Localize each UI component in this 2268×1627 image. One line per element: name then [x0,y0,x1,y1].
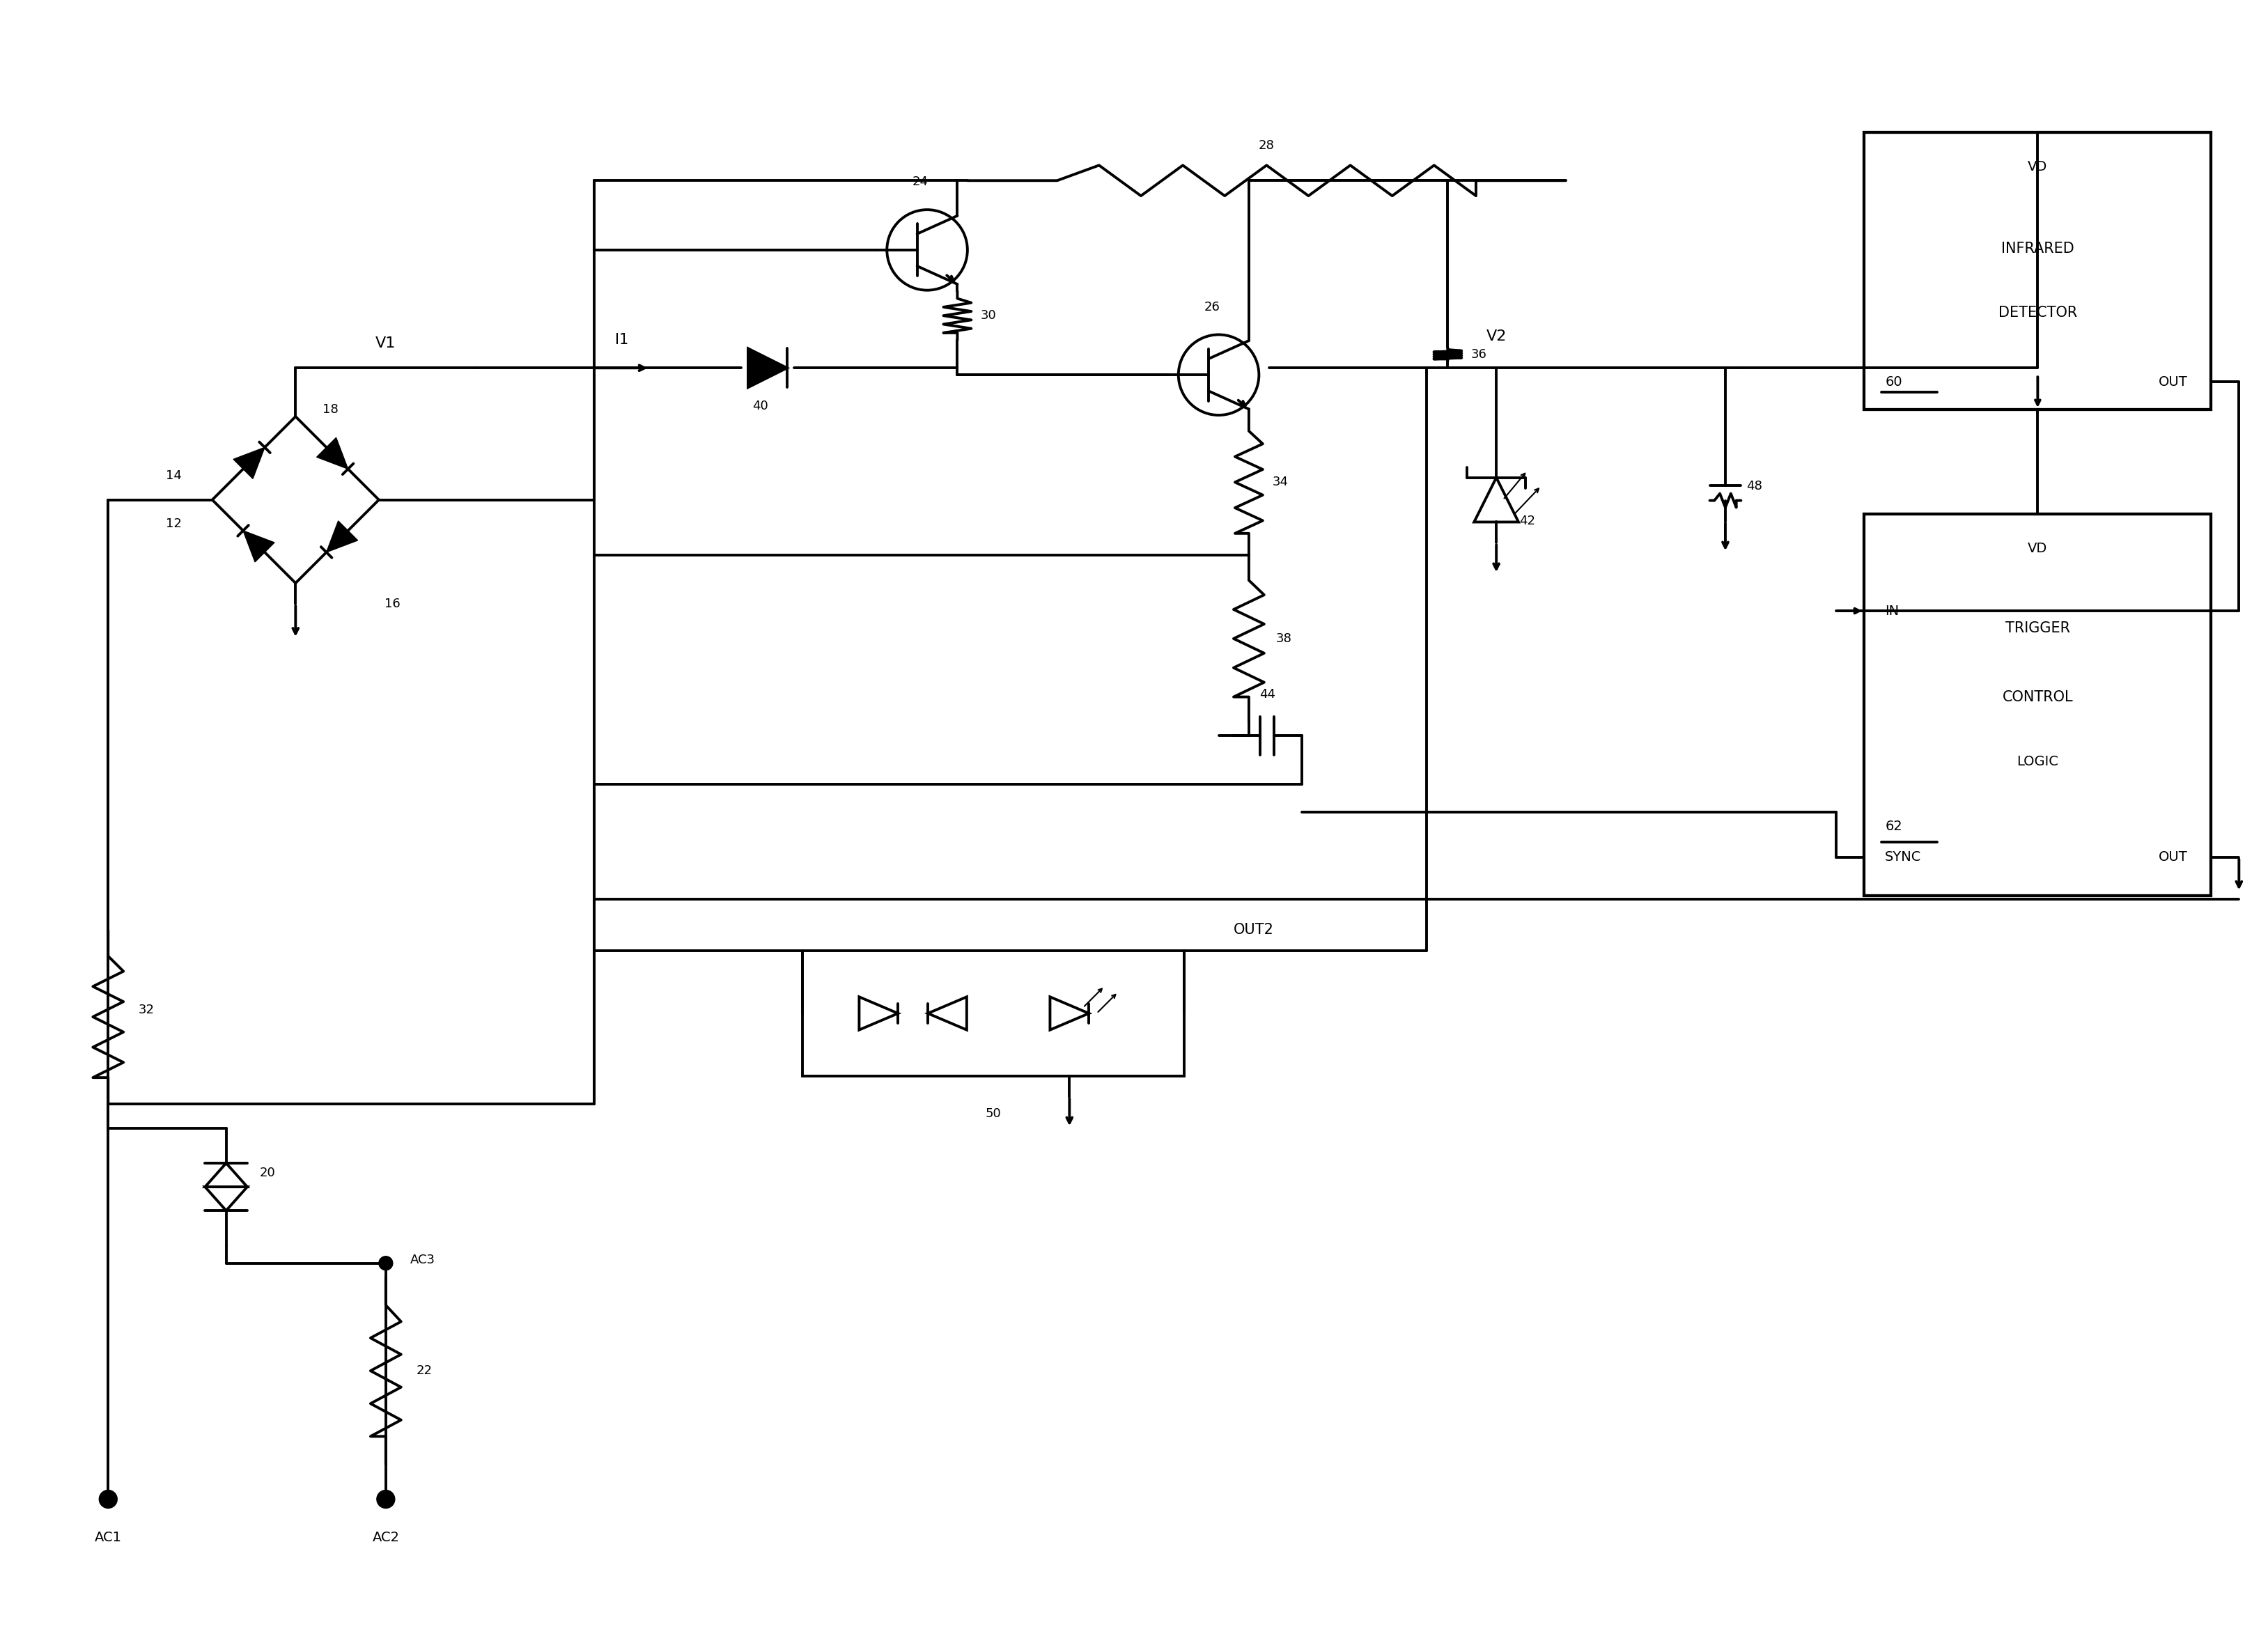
Text: SYNC: SYNC [1885,851,1921,864]
Text: V1: V1 [376,337,397,351]
Bar [803,950,1184,1075]
Text: TRIGGER: TRIGGER [2005,622,2071,635]
Text: 16: 16 [386,597,401,610]
Polygon shape [748,348,787,387]
Polygon shape [243,530,274,561]
Text: 28: 28 [1259,140,1275,153]
Text: 30: 30 [980,309,996,322]
Text: 36: 36 [1472,348,1488,361]
Text: 26: 26 [1204,301,1220,312]
Text: 42: 42 [1520,514,1535,527]
Text: 32: 32 [138,1004,154,1017]
Circle shape [379,1256,392,1271]
Text: OUT: OUT [2159,376,2189,389]
Text: 44: 44 [1259,688,1275,700]
Text: 20: 20 [261,1167,277,1180]
Text: 48: 48 [1746,480,1762,493]
Text: 62: 62 [1885,820,1903,833]
Text: 22: 22 [415,1365,431,1376]
Text: 50: 50 [984,1108,1000,1121]
Bar [1864,132,2211,410]
Polygon shape [327,521,358,552]
Text: INFRARED: INFRARED [2000,242,2075,255]
Bar [1864,514,2211,895]
Text: VD: VD [2028,159,2048,174]
Text: AC2: AC2 [372,1531,399,1544]
Text: OUT: OUT [2159,851,2189,864]
Text: I1: I1 [615,334,628,347]
Circle shape [376,1490,395,1508]
Text: 40: 40 [753,400,769,412]
Polygon shape [318,438,347,469]
Text: LOGIC: LOGIC [2016,755,2059,768]
Text: DETECTOR: DETECTOR [1998,306,2077,319]
Text: AC3: AC3 [411,1253,435,1266]
Text: V2: V2 [1486,330,1506,343]
Text: 12: 12 [166,517,181,530]
Text: 34: 34 [1272,477,1288,488]
Text: AC1: AC1 [95,1531,122,1544]
Text: CONTROL: CONTROL [2003,690,2073,704]
Text: IN: IN [1885,604,1898,618]
Text: OUT2: OUT2 [1234,923,1275,937]
Text: 24: 24 [912,176,928,189]
Text: 14: 14 [166,469,181,482]
Text: 38: 38 [1275,633,1290,644]
Text: VD: VD [2028,542,2048,555]
Circle shape [100,1490,118,1508]
Text: 60: 60 [1885,376,1903,389]
Text: 18: 18 [322,403,338,417]
Polygon shape [234,447,265,478]
